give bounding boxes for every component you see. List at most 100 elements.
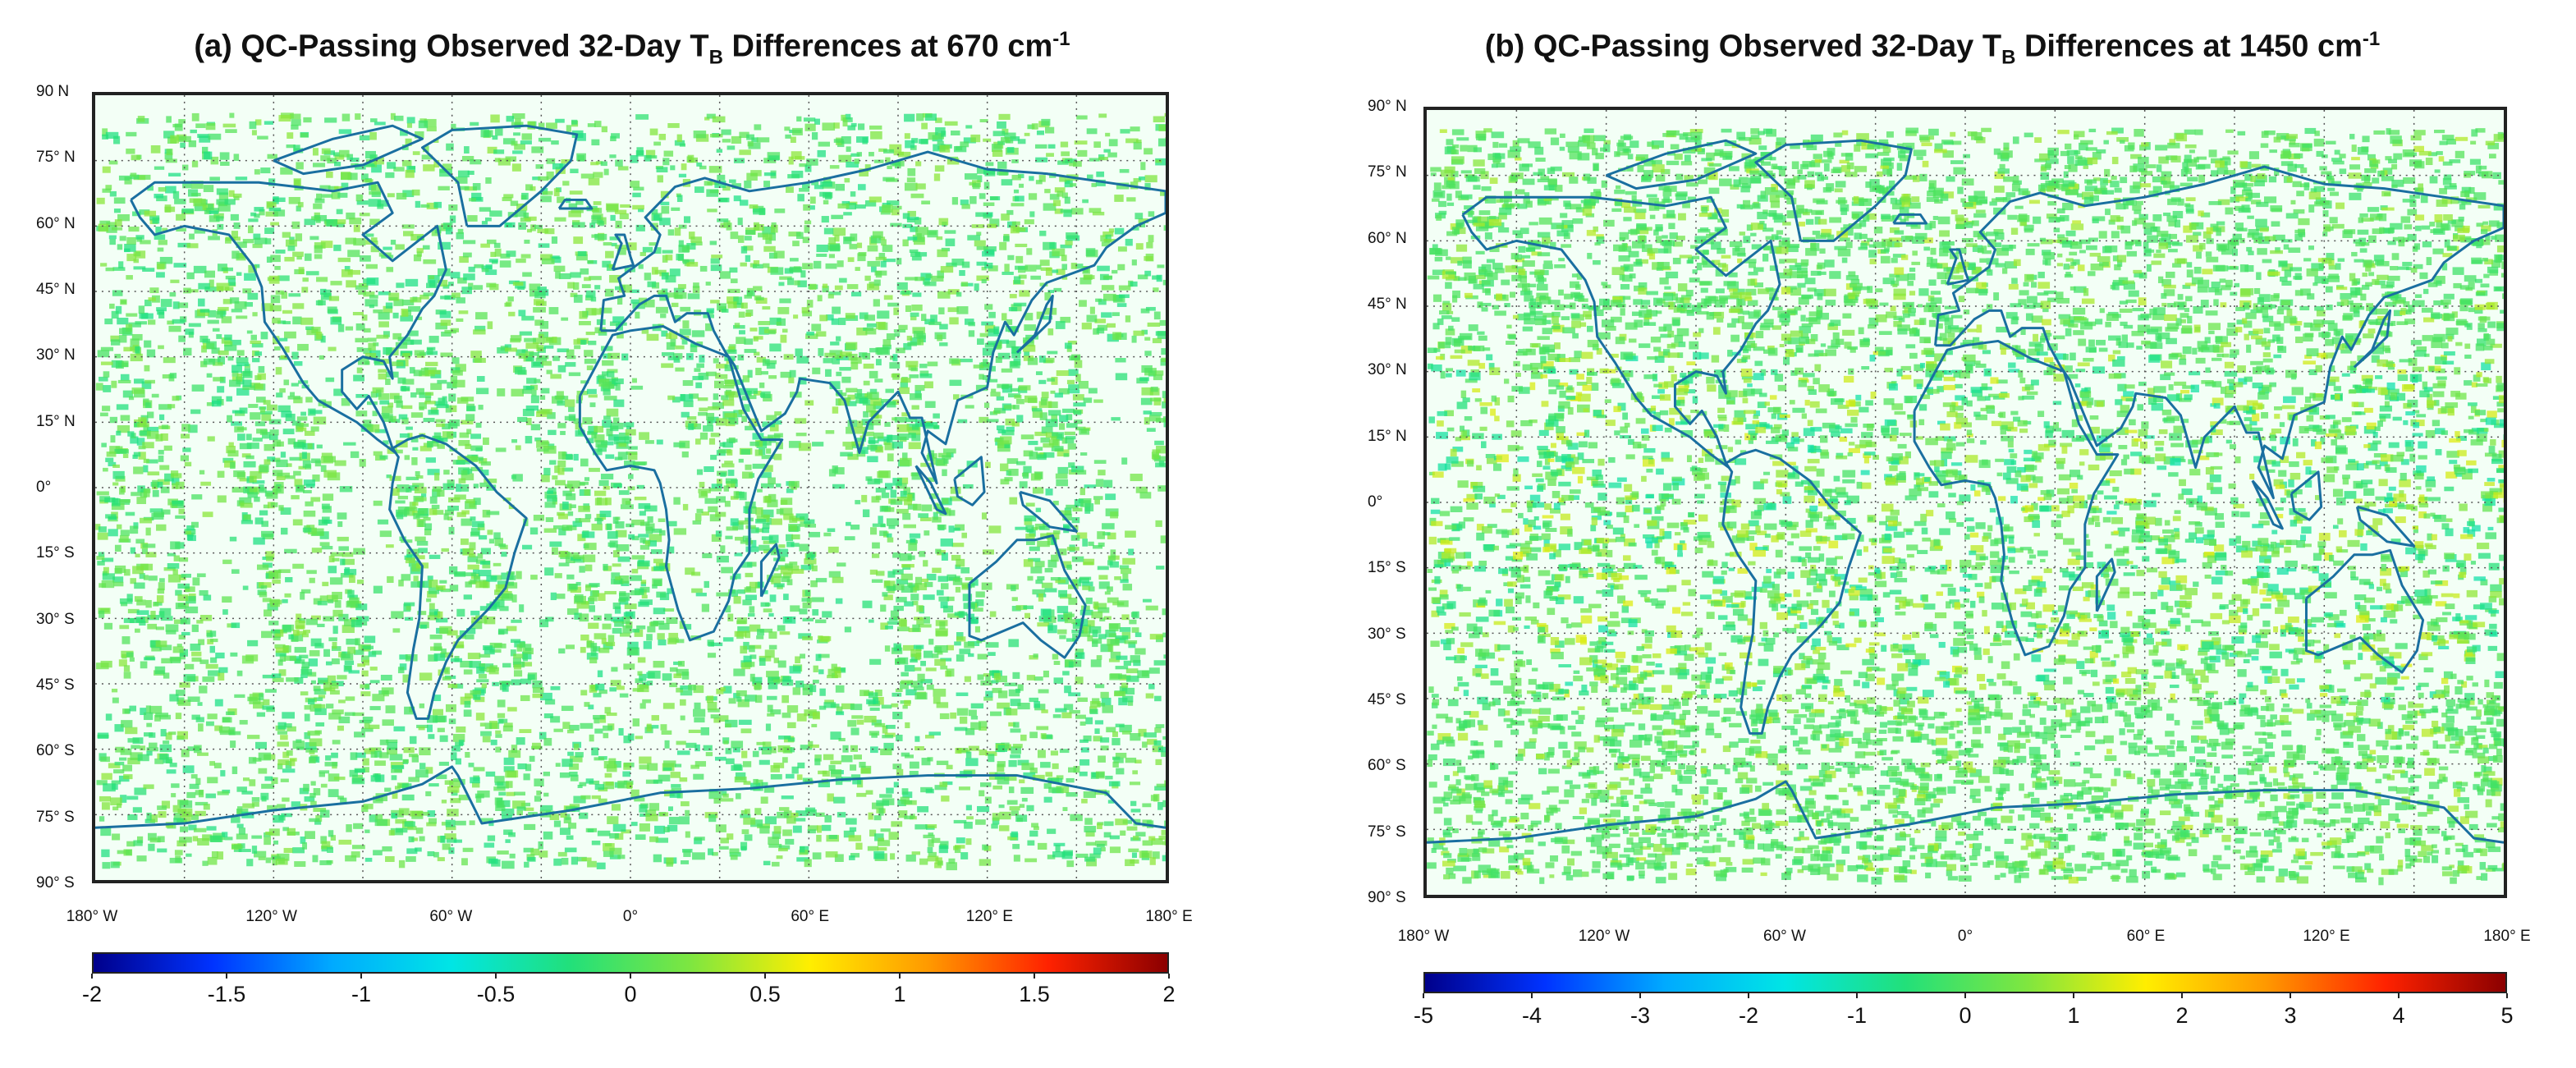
latitude-label: 30° N	[36, 346, 76, 364]
latitude-label: 15° S	[36, 544, 75, 562]
latitude-label: 45° N	[36, 281, 76, 298]
colorbar-tick-label: 1.5	[1019, 982, 1050, 1006]
colorbar-tick-mark	[1531, 993, 1533, 998]
panel-b-title: (b) QC-Passing Observed 32-Day TB Differ…	[1289, 28, 2576, 69]
title-text: (a) QC-Passing Observed 32-Day T	[194, 29, 709, 64]
colorbar-tick-mark	[1168, 974, 1170, 979]
panel-a-colorbar	[92, 952, 1169, 974]
latitude-label: 60° N	[1368, 229, 1407, 247]
coastline-path	[1015, 294, 1054, 354]
colorbar-tick-mark	[2506, 993, 2508, 998]
colorbar-tick-mark	[1034, 974, 1035, 979]
latitude-label: 90° N	[1368, 98, 1407, 115]
colorbar-tick-mark	[2181, 993, 2183, 998]
coastline-path	[2304, 548, 2425, 674]
coastline-path	[1754, 139, 1913, 242]
coastline-path	[1461, 195, 1781, 470]
latitude-label: 75° N	[1368, 163, 1407, 181]
panel-a: (a) QC-Passing Observed 32-Day TB Differ…	[0, 0, 1264, 1068]
colorbar-tick-label: 1	[2067, 1003, 2080, 1028]
panel-a-coastlines	[95, 124, 1166, 829]
coastline-path	[388, 433, 528, 720]
coastline-path	[759, 543, 781, 598]
latitude-label: 75° S	[36, 808, 75, 826]
coastline-path	[273, 124, 424, 176]
coastline-path	[1946, 248, 1970, 286]
panel-b: (b) QC-Passing Observed 32-Day TB Differ…	[1289, 0, 2576, 1068]
colorbar-tick-label: -5	[1413, 1003, 1434, 1028]
coastline-path	[2251, 479, 2284, 530]
coastline-path	[914, 465, 947, 516]
latitude-label: 45° N	[1368, 296, 1407, 313]
colorbar-tick-label: -2	[81, 982, 103, 1006]
latitude-label: 60° S	[1368, 757, 1406, 775]
coastline-path	[2290, 470, 2323, 521]
latitude-label: 30° N	[1368, 361, 1407, 379]
longitude-label: 120° W	[1578, 928, 1630, 945]
title-subscript: B	[2001, 46, 2016, 69]
latitude-label: 75° N	[36, 149, 76, 167]
title-superscript: -1	[2362, 28, 2381, 50]
longitude-label: 60° E	[791, 908, 829, 925]
colorbar-tick-mark	[1423, 993, 1424, 998]
panel-b-map	[1423, 107, 2507, 898]
latitude-label: 60° N	[36, 214, 76, 232]
coastline-path	[2095, 557, 2116, 612]
coastline-path	[95, 765, 1166, 829]
colorbar-tick-mark	[2073, 993, 2074, 998]
title-text-after: Differences at 1450 cm	[2015, 29, 2363, 64]
colorbar-tick-mark	[1748, 993, 1749, 998]
colorbar-tick-label: 0.5	[749, 982, 781, 1006]
longitude-label: 180° W	[1397, 928, 1450, 945]
coastline-path	[1892, 213, 1928, 225]
colorbar-tick-mark	[630, 974, 631, 979]
coastline-path	[1019, 490, 1078, 533]
colorbar-tick-label: -1	[351, 982, 372, 1006]
longitude-label: 0°	[622, 908, 639, 925]
latitude-label: 90 N	[36, 83, 70, 100]
colorbar-tick-mark	[226, 974, 227, 979]
colorbar-tick-mark	[2290, 993, 2291, 998]
latitude-label: 0°	[1368, 493, 1383, 511]
colorbar-tick-mark	[1964, 993, 1966, 998]
longitude-label: 180° E	[1145, 908, 1193, 925]
title-text: (b) QC-Passing Observed 32-Day T	[1484, 29, 2002, 64]
panel-a-map-plot	[95, 95, 1166, 880]
title-text-after: Differences at 670 cm	[722, 29, 1053, 64]
colorbar-tick-mark	[360, 974, 362, 979]
longitude-label: 60° W	[429, 908, 473, 925]
panel-b-data-field	[1427, 127, 2504, 886]
coastline-path	[1934, 165, 2504, 500]
longitude-label: 120° W	[245, 908, 297, 925]
latitude-label: 60° S	[36, 742, 75, 760]
coastline-path	[599, 150, 1166, 485]
coastline-path	[1606, 139, 1758, 190]
latitude-label: 90° S	[36, 874, 75, 892]
coastline-path	[578, 324, 784, 642]
panel-b-coastlines	[1427, 139, 2504, 844]
latitude-label: 15° S	[1368, 559, 1406, 577]
colorbar-tick-label: -0.5	[476, 982, 516, 1006]
colorbar-tick-label: 0	[624, 982, 637, 1006]
colorbar-tick-label: -1	[1846, 1003, 1868, 1028]
panel-a-gridlines	[95, 95, 1166, 880]
coastline-path	[557, 198, 594, 210]
colorbar-tick-label: 2	[2175, 1003, 2189, 1028]
title-subscript: B	[708, 46, 723, 69]
coastline-path	[611, 233, 635, 271]
colorbar-tick-mark	[1639, 993, 1641, 998]
longitude-label: 180° W	[66, 908, 118, 925]
longitude-label: 120° E	[965, 908, 1013, 925]
coastline-path	[2355, 505, 2416, 548]
longitude-label: 180° E	[2483, 928, 2531, 945]
panel-a-map	[92, 92, 1169, 883]
coastline-path	[1913, 339, 2120, 657]
colorbar-tick-mark	[764, 974, 766, 979]
colorbar-tick-mark	[2398, 993, 2400, 998]
colorbar-tick-label: 3	[2284, 1003, 2297, 1028]
panel-b-gridlines	[1427, 110, 2504, 895]
colorbar-tick-label: -2	[1738, 1003, 1759, 1028]
colorbar-tick-label: 5	[2500, 1003, 2514, 1028]
panel-b-map-plot	[1427, 110, 2504, 895]
colorbar-tick-label: 4	[2392, 1003, 2405, 1028]
